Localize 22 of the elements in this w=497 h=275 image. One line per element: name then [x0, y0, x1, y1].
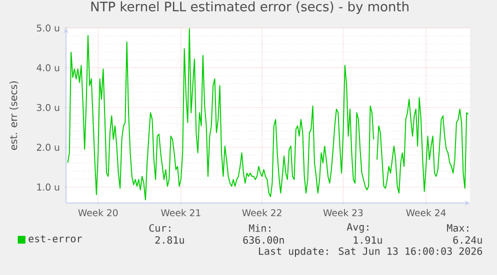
y-tick-label: 5.0 u	[36, 24, 60, 32]
text: 2.81u	[155, 236, 184, 244]
text: Avg:	[346, 223, 368, 233]
legend-label: est-error	[28, 235, 82, 242]
y-tick-label: 2.0 u	[36, 144, 60, 151]
y-tick-label: 3.0 u	[36, 104, 60, 112]
y-axis-title: est. err (secs)	[9, 81, 18, 150]
text: 6.24u	[453, 236, 482, 244]
text: Cur:	[149, 224, 170, 232]
text: Max:	[447, 224, 468, 232]
y-tick-label: 4.0 u	[36, 64, 60, 72]
x-tick-label: Week 24	[406, 209, 446, 216]
chart-title: NTP kernel PLL estimated error (secs) - by month	[91, 1, 408, 14]
y-tick-label: 1.0 u	[37, 184, 60, 191]
text: 1.91u	[354, 236, 382, 244]
text: Min:	[249, 224, 270, 232]
x-tick-label: Week 21	[161, 209, 200, 216]
x-tick-label: Week 23	[323, 209, 363, 216]
text: 636.00n	[243, 236, 284, 244]
text: Last update: Sat Jun 13 16:00:03 2026	[259, 247, 482, 257]
x-tick-label: Week 20	[78, 209, 118, 216]
x-tick-label: Week 22	[242, 209, 282, 216]
